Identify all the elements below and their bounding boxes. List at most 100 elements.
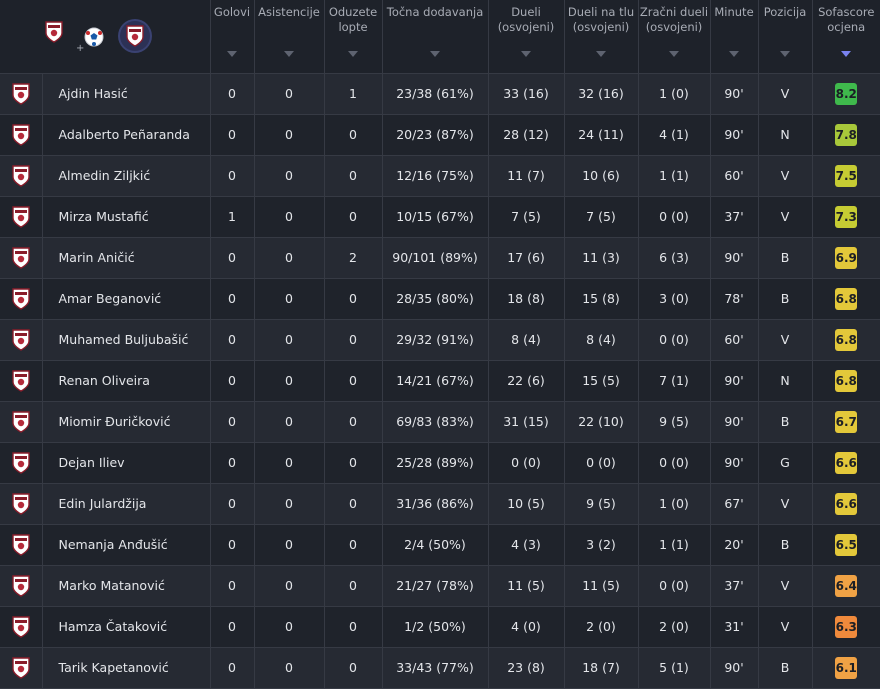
tackles-cell: 0: [324, 196, 383, 238]
table-row[interactable]: Adalberto Peñaranda 0 0 0 20/23 (87%) 28 (12)…: [0, 114, 880, 156]
col-header-passes[interactable]: Točna dodavanja: [382, 0, 489, 74]
aerial-duels-cell: 1 (1): [638, 524, 711, 566]
team-logo-cell: [0, 114, 43, 156]
table-row[interactable]: Nemanja Anđušić 0 0 0 2/4 (50%) 4 (3) 3 (2) 1 (…: [0, 524, 880, 566]
minutes-cell: 60': [710, 319, 759, 361]
player-name[interactable]: Amar Beganović: [42, 278, 211, 320]
assists-cell: 0: [254, 606, 325, 648]
col-label: Sofascore ocjena: [818, 5, 875, 34]
passes-cell: 20/23 (87%): [382, 114, 489, 156]
minutes-cell: 31': [710, 606, 759, 648]
col-header-goals[interactable]: Golovi: [210, 0, 255, 74]
player-name[interactable]: Muhamed Buljubašić: [42, 319, 211, 361]
player-name[interactable]: Mirza Mustafić: [42, 196, 211, 238]
player-name[interactable]: Marko Matanović: [42, 565, 211, 607]
rating-badge: 6.7: [835, 410, 858, 433]
col-header-rating[interactable]: Sofascore ocjena: [812, 0, 880, 74]
assists-cell: 0: [254, 360, 325, 402]
goals-cell: 0: [210, 237, 255, 279]
team-logo-cell: [0, 319, 43, 361]
table-row[interactable]: Miomir Đuričković 0 0 0 69/83 (83%) 31 (15) 22…: [0, 401, 880, 443]
passes-cell: 29/32 (91%): [382, 319, 489, 361]
rating-badge: 7.5: [835, 164, 858, 187]
sort-arrow-icon: [521, 50, 531, 57]
rating-cell: 6.7: [812, 401, 880, 443]
ground-duels-cell: 0 (0): [564, 442, 639, 484]
table-row[interactable]: Marin Aničić 0 0 2 90/101 (89%) 17 (6) 11 (3) 6…: [0, 237, 880, 279]
tackles-cell: 0: [324, 483, 383, 525]
col-header-ground-duels[interactable]: Dueli na tlu (osvojeni): [564, 0, 639, 74]
table-row[interactable]: Marko Matanović 0 0 0 21/27 (78%) 11 (5) 11 (5…: [0, 565, 880, 607]
table-row[interactable]: Muhamed Buljubašić 0 0 0 29/32 (91%) 8 (4) 8 (…: [0, 319, 880, 361]
tackles-cell: 2: [324, 237, 383, 279]
col-label: Asistencije: [258, 5, 320, 19]
tackles-cell: 0: [324, 114, 383, 156]
player-name[interactable]: Adalberto Peñaranda: [42, 114, 211, 156]
sort-arrow-icon: [669, 50, 679, 57]
player-name[interactable]: Ajdin Hasić: [42, 73, 211, 115]
ground-duels-cell: 18 (7): [564, 647, 639, 689]
minutes-cell: 78': [710, 278, 759, 320]
position-cell: V: [758, 196, 813, 238]
club-crest-icon: [12, 410, 30, 433]
rating-badge: 6.3: [835, 615, 858, 638]
position-cell: B: [758, 237, 813, 279]
player-name[interactable]: Hamza Čataković: [42, 606, 211, 648]
table-row[interactable]: Edin Julardžija 0 0 0 31/36 (86%) 10 (5) 9 (5)…: [0, 483, 880, 525]
rating-cell: 6.6: [812, 483, 880, 525]
sort-arrow-active-icon: [841, 50, 852, 57]
ground-duels-cell: 32 (16): [564, 73, 639, 115]
player-name[interactable]: Miomir Đuričković: [42, 401, 211, 443]
player-name[interactable]: Marin Aničić: [42, 237, 211, 279]
position-cell: B: [758, 524, 813, 566]
goals-cell: 0: [210, 360, 255, 402]
table-row[interactable]: Dejan Iliev 0 0 0 25/28 (89%) 0 (0) 0 (0) 0 (0)…: [0, 442, 880, 484]
table-row[interactable]: Mirza Mustafić 1 0 0 10/15 (67%) 7 (5) 7 (5) 0 …: [0, 196, 880, 238]
player-name[interactable]: Edin Julardžija: [42, 483, 211, 525]
team-picker-cell: +: [0, 0, 211, 74]
table-row[interactable]: Hamza Čataković 0 0 0 1/2 (50%) 4 (0) 2 (0) 2 (…: [0, 606, 880, 648]
club-crest-icon: [12, 123, 30, 146]
rating-badge: 6.5: [835, 533, 858, 556]
club-crest-icon: [45, 21, 63, 43]
team-option-home[interactable]: [120, 21, 150, 51]
plus-sign: +: [76, 43, 85, 54]
col-header-assists[interactable]: Asistencije: [254, 0, 325, 74]
assists-cell: 0: [254, 73, 325, 115]
team-option-combined[interactable]: +: [44, 21, 104, 54]
assists-cell: 0: [254, 565, 325, 607]
player-name[interactable]: Almedin Ziljkić: [42, 155, 211, 197]
rating-cell: 7.8: [812, 114, 880, 156]
position-cell: V: [758, 565, 813, 607]
soccer-ball-icon: [84, 27, 104, 47]
col-header-position[interactable]: Pozicija: [758, 0, 813, 74]
passes-cell: 28/35 (80%): [382, 278, 489, 320]
player-name[interactable]: Renan Oliveira: [42, 360, 211, 402]
col-header-aerial-duels[interactable]: Zračni dueli (osvojeni): [638, 0, 711, 74]
col-header-duels[interactable]: Dueli (osvojeni): [488, 0, 565, 74]
table-row[interactable]: Ajdin Hasić 0 0 1 23/38 (61%) 33 (16) 32 (16) 1…: [0, 73, 880, 115]
table-row[interactable]: Renan Oliveira 0 0 0 14/21 (67%) 22 (6) 15 (5)…: [0, 360, 880, 402]
club-crest-icon: [12, 451, 30, 474]
player-name[interactable]: Tarik Kapetanović: [42, 647, 211, 689]
table-row[interactable]: Amar Beganović 0 0 0 28/35 (80%) 18 (8) 15 (8)…: [0, 278, 880, 320]
ground-duels-cell: 24 (11): [564, 114, 639, 156]
goals-cell: 0: [210, 442, 255, 484]
col-header-minutes[interactable]: Minute: [710, 0, 759, 74]
assists-cell: 0: [254, 196, 325, 238]
aerial-duels-cell: 6 (3): [638, 237, 711, 279]
player-name[interactable]: Nemanja Anđušić: [42, 524, 211, 566]
col-header-tackles[interactable]: Oduzete lopte: [324, 0, 383, 74]
assists-cell: 0: [254, 237, 325, 279]
ground-duels-cell: 10 (6): [564, 155, 639, 197]
table-row[interactable]: Tarik Kapetanović 0 0 0 33/43 (77%) 23 (8) 18 …: [0, 647, 880, 689]
table-row[interactable]: Almedin Ziljkić 0 0 0 12/16 (75%) 11 (7) 10 (6…: [0, 155, 880, 197]
position-cell: B: [758, 401, 813, 443]
team-logo-cell: [0, 565, 43, 607]
tackles-cell: 0: [324, 442, 383, 484]
rating-cell: 6.8: [812, 278, 880, 320]
player-name[interactable]: Dejan Iliev: [42, 442, 211, 484]
col-label: Oduzete lopte: [328, 5, 378, 34]
club-crest-icon: [12, 369, 30, 392]
duels-cell: 18 (8): [488, 278, 565, 320]
